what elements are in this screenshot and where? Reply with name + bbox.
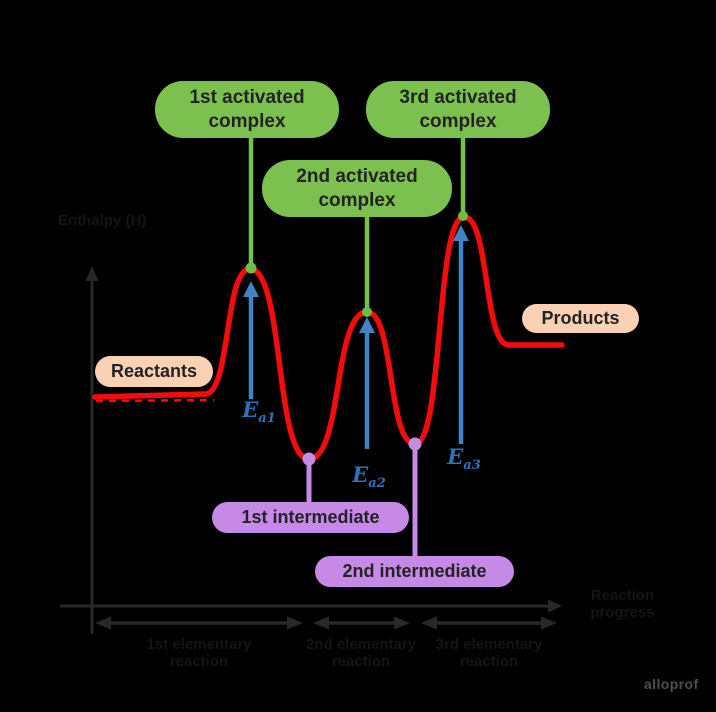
- ea1-label: Ea1: [242, 397, 275, 425]
- ea2-symbol: E: [352, 462, 369, 487]
- reactants-bubble: Reactants: [95, 356, 213, 387]
- valley-2-dot: [408, 437, 422, 451]
- peak-2-dot: [362, 307, 372, 317]
- ea3-arrow: [453, 225, 469, 444]
- step-2-extent-arrow: [313, 616, 410, 630]
- ea1-symbol: E: [242, 397, 259, 422]
- energy-curve: [92, 214, 565, 462]
- ea2-arrow: [359, 317, 375, 449]
- intermediate-2-bubble: 2nd intermediate: [315, 556, 514, 587]
- intermediate-1-bubble: 1st intermediate: [212, 502, 409, 533]
- alloprof-watermark: alloprof: [644, 676, 699, 692]
- step-1-extent-arrow: [95, 616, 303, 630]
- step-2-label: 2nd elementary reaction: [305, 636, 417, 670]
- ea3-label: Ea3: [447, 444, 480, 472]
- y-axis-arrow-icon: [85, 266, 99, 281]
- ea1-arrow: [243, 281, 259, 399]
- step-1-label: 1st elementary reaction: [146, 636, 252, 670]
- products-bubble: Products: [522, 304, 639, 333]
- ea3-symbol: E: [447, 444, 464, 469]
- activated-complex-3-bubble: 3rd activated complex: [366, 81, 550, 138]
- x-axis-arrow-icon: [548, 599, 562, 613]
- peak-1-dot: [245, 262, 257, 274]
- ea3-subscript: a3: [463, 458, 481, 474]
- x-axis-label: Reaction progress: [590, 587, 655, 621]
- activated-complex-2-bubble: 2nd activated complex: [262, 160, 452, 217]
- step-3-extent-arrow: [421, 616, 557, 630]
- ea1-subscript: a1: [258, 411, 276, 427]
- reactant-level-dashed-line: [95, 398, 215, 403]
- peak-3-dot: [458, 211, 468, 221]
- ea2-label: Ea2: [352, 462, 385, 490]
- step-3-label: 3rd elementary reaction: [435, 636, 543, 670]
- ea2-subscript: a2: [368, 476, 386, 492]
- valley-1-dot: [302, 452, 316, 466]
- activated-complex-1-bubble: 1st activated complex: [155, 81, 339, 138]
- y-axis-label: Enthalpy (H): [58, 212, 147, 229]
